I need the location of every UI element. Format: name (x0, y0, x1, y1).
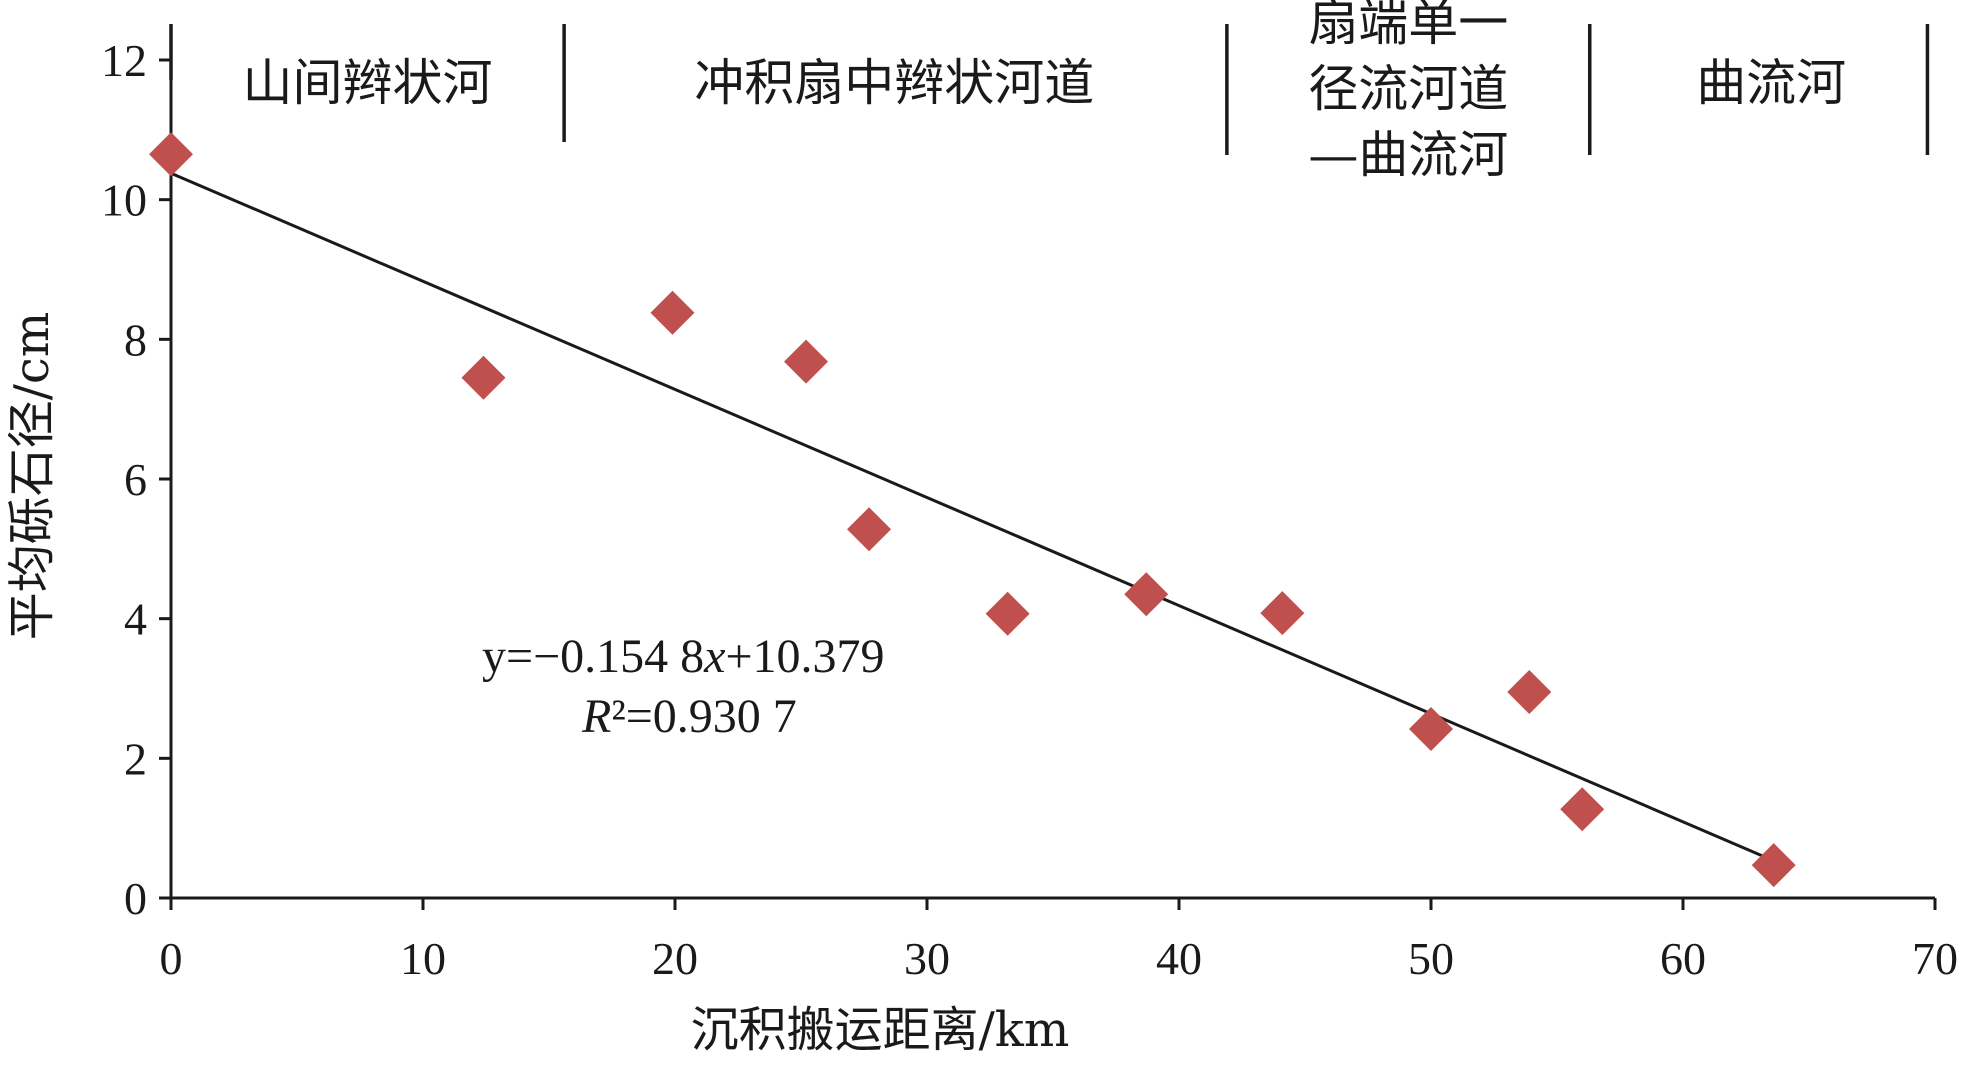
data-point (1560, 787, 1605, 832)
y-axis-title: 平均砾石径/cm (4, 312, 60, 641)
zone-dividers (169, 24, 1930, 155)
y-tick-label: 6 (124, 454, 147, 505)
zone-label: —曲流河 (1308, 126, 1508, 184)
y-tick-label: 2 (124, 733, 147, 784)
data-point (784, 339, 829, 384)
x-tick-label: 70 (1912, 933, 1958, 984)
data-point (847, 507, 892, 552)
zone-label: 扇端单一 (1308, 0, 1508, 52)
data-points (149, 132, 1796, 888)
y-tick-label: 8 (124, 314, 147, 365)
x-axis-title: 沉积搬运距离/km (691, 1002, 1070, 1058)
x-axis-ticks: 0 10 20 30 40 50 60 70 (160, 898, 1958, 984)
trendline (170, 171, 1775, 863)
x-tick-label: 20 (652, 933, 698, 984)
zone-label: 冲积扇中辫状河道 (694, 54, 1094, 112)
x-tick-label: 40 (1156, 933, 1202, 984)
data-point (1124, 572, 1169, 617)
data-point (650, 290, 695, 335)
data-point (1751, 843, 1796, 888)
zone-label: 山间辫状河 (243, 54, 493, 112)
zone-label: 曲流河 (1696, 54, 1846, 112)
y-tick-label: 0 (124, 873, 147, 924)
trendline-r2: R²=0.930 7 (581, 690, 797, 743)
y-tick-label: 4 (124, 594, 147, 645)
data-point (461, 355, 506, 400)
y-tick-label: 12 (101, 35, 147, 86)
x-tick-label: 10 (400, 933, 446, 984)
data-point (1409, 707, 1453, 752)
x-tick-label: 0 (160, 933, 183, 984)
trendline-equation: y=−0.154 8x+10.379 (482, 630, 885, 683)
axes (169, 60, 1935, 900)
x-tick-label: 60 (1660, 933, 1706, 984)
zone-label: 径流河道 (1308, 60, 1508, 118)
x-tick-label: 50 (1408, 933, 1454, 984)
y-axis-ticks: 0 2 4 6 8 10 12 (101, 35, 171, 924)
data-point (1260, 591, 1305, 636)
y-tick-label: 10 (101, 175, 147, 226)
data-point (1507, 669, 1552, 714)
x-tick-label: 30 (904, 933, 950, 984)
data-point (149, 132, 193, 177)
data-point (985, 591, 1030, 636)
